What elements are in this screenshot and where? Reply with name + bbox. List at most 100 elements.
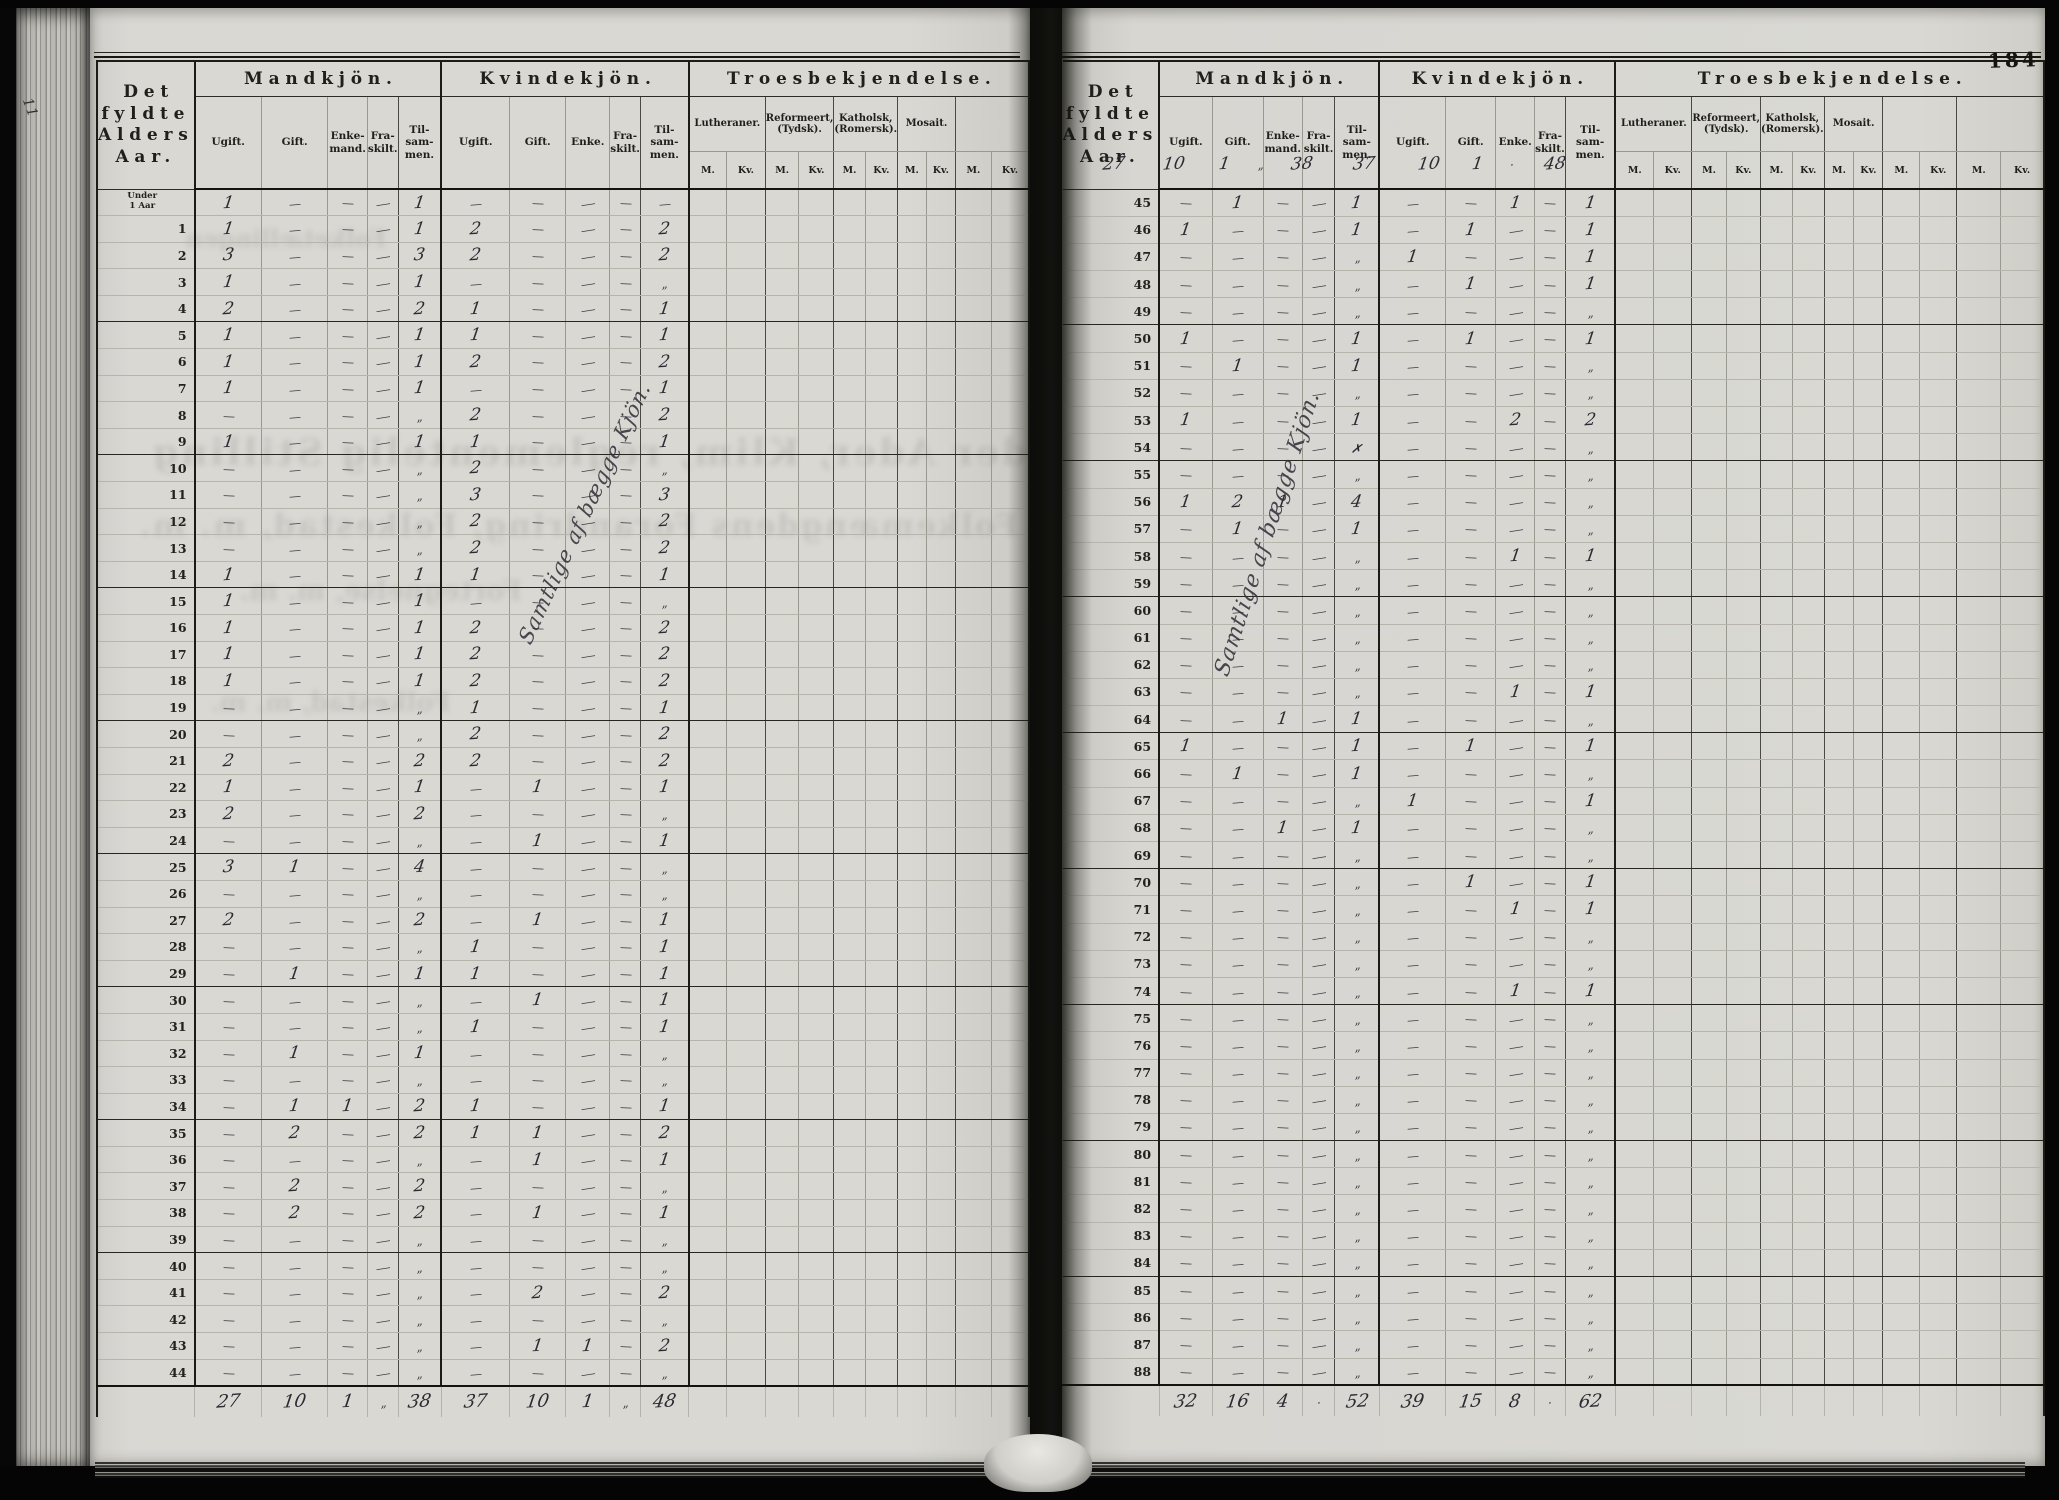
faith-cell <box>990 1066 1029 1094</box>
count-cell: — <box>366 614 399 642</box>
faith-cell <box>1725 1330 1761 1359</box>
handwritten-value: 2 <box>468 457 483 479</box>
age-row: 59— — — — „ — — — — „ <box>1062 569 2044 598</box>
faith-cell <box>990 1332 1029 1360</box>
handwritten-value: — <box>222 1179 235 1195</box>
handwritten-value: „ <box>1352 604 1361 620</box>
count-cell: — <box>1262 542 1303 571</box>
faith-cell <box>798 215 834 243</box>
count-cell: — <box>327 508 368 536</box>
handwritten-value: — <box>1231 278 1244 294</box>
count-cell: — <box>565 242 610 270</box>
faith-cell <box>897 694 927 722</box>
handwritten-value: „ <box>1352 1148 1361 1164</box>
count-cell: 2 <box>193 907 262 935</box>
age-row: 20— — — — „ 2— — —2 <box>97 720 1029 748</box>
count-cell: — <box>1262 216 1303 244</box>
faith-cell <box>798 1040 834 1068</box>
count-cell: — <box>509 321 566 350</box>
faith-cell <box>954 375 992 403</box>
count-cell: ✗ <box>1334 433 1380 462</box>
total-cell: 15 <box>1445 1385 1496 1417</box>
count-cell: — <box>565 1199 610 1227</box>
handwritten-value: 4 <box>412 856 427 878</box>
count-cell: „ <box>397 1226 442 1254</box>
count-cell: — <box>1211 841 1264 870</box>
count-cell: — <box>1378 1004 1446 1033</box>
faith-cell <box>864 694 898 722</box>
count-cell: — <box>327 880 368 908</box>
age-row: 31— — — — „ 1— — —1 <box>97 1013 1029 1041</box>
handwritten-value: 1 <box>1405 246 1420 268</box>
faith-cell <box>864 986 898 1014</box>
count-cell: 1 <box>639 561 689 589</box>
count-cell: — <box>260 508 328 536</box>
faith-cell <box>1956 216 2001 244</box>
faith-cell <box>1759 895 1793 924</box>
age-label: 15 <box>97 587 195 615</box>
faith-cell <box>726 1119 766 1147</box>
count-cell: — <box>1301 406 1335 435</box>
count-cell: — <box>609 481 641 509</box>
age-row: 17 1— — —1 2— — —2 <box>97 641 1029 669</box>
faith-cell <box>1691 1031 1727 1060</box>
faith-cell <box>1725 352 1761 380</box>
faith-cell <box>954 1093 992 1121</box>
handwritten-value: — <box>1406 550 1419 565</box>
count-cell: — <box>260 401 328 429</box>
faith-cell <box>833 1040 866 1068</box>
handwritten-value: — <box>288 196 301 212</box>
count-cell: „ <box>639 800 689 828</box>
count-cell: 2 <box>639 641 689 669</box>
handwritten-value: — <box>1231 713 1244 729</box>
count-cell: — <box>1211 1004 1264 1033</box>
faith-cell <box>798 454 834 483</box>
faith-cell <box>1956 1330 2001 1359</box>
age-label: 70 <box>1062 868 1160 897</box>
count-cell: — <box>609 1332 641 1360</box>
faith-cell <box>864 508 898 536</box>
age-label: 77 <box>1062 1059 1160 1087</box>
faith-cell <box>990 454 1029 483</box>
faith-cell <box>764 1279 799 1307</box>
faith-cell <box>1791 460 1825 489</box>
age-label: 12 <box>97 508 195 536</box>
faith-cell <box>764 268 799 296</box>
count-cell: — <box>327 1332 368 1360</box>
handwritten-value: „ <box>1586 1257 1595 1272</box>
handwritten-value: — <box>1180 549 1192 564</box>
handwritten-value: — <box>1464 358 1477 374</box>
count-cell: — <box>1158 270 1213 299</box>
faith-cell <box>833 375 866 403</box>
faith-cell <box>1725 787 1761 815</box>
faith-cell <box>2000 814 2044 843</box>
faith-cell <box>1823 1167 1854 1196</box>
handwritten-value: 1 <box>340 1096 355 1117</box>
faith-cell <box>1653 596 1692 625</box>
handwritten-value: 2 <box>412 803 427 825</box>
faith-cell <box>1919 189 1957 217</box>
carried-total-cell: · <box>1497 154 1527 173</box>
count-cell: — <box>1445 243 1496 272</box>
faith-cell <box>1853 488 1883 516</box>
faith-cell <box>798 242 834 270</box>
handwritten-value: 1 <box>412 271 427 293</box>
count-cell: „ <box>1334 379 1380 408</box>
faith-cell <box>764 880 799 908</box>
faith-cell <box>1882 297 1920 326</box>
faith-cell <box>1823 841 1854 870</box>
age-label: 21 <box>97 747 195 775</box>
handwritten-value: — <box>288 462 301 478</box>
faith-cell <box>2000 868 2044 897</box>
faith-cell <box>1919 678 1957 707</box>
count-cell: 1 <box>1334 705 1380 734</box>
count-cell: — <box>1301 841 1335 870</box>
handwritten-value: 1 <box>1463 735 1478 757</box>
count-cell: — <box>1534 732 1566 761</box>
faith-cell <box>1919 1059 1957 1087</box>
handwritten-value: — <box>619 328 632 344</box>
handwritten-value: 1 <box>657 324 672 346</box>
count-cell: 3 <box>193 242 262 270</box>
count-cell: — <box>1301 624 1335 652</box>
count-cell: 1 <box>1564 189 1616 217</box>
